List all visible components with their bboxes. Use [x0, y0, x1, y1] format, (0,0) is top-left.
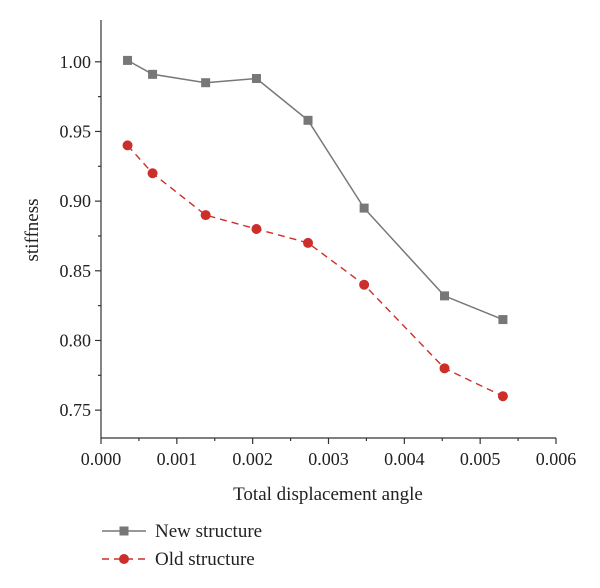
data-point-old-structure: [359, 279, 370, 290]
data-point-old-structure: [251, 224, 262, 234]
data-point-old-structure: [303, 237, 314, 248]
y-tick-label: 0.95: [60, 121, 92, 141]
data-point-old-structure: [497, 391, 508, 402]
y-axis-ticks: 0.75 0.80 0.85 0.90 0.95 1.00: [60, 52, 101, 420]
legend: New structure Old structure: [102, 521, 262, 570]
legend-label-new-structure: New structure: [155, 521, 262, 542]
x-tick-label: 0.000: [81, 449, 122, 469]
x-axis-title: Total displacement angle: [233, 484, 423, 505]
data-point-old-structure: [147, 168, 158, 179]
y-tick-label: 0.90: [60, 191, 92, 211]
x-axis-ticks: 0.000 0.001 0.002 0.003 0.004 0.005 0.006: [81, 438, 577, 469]
data-point-new-structure: [303, 115, 313, 125]
series-old-structure: [122, 140, 508, 402]
data-point-new-structure: [148, 69, 158, 79]
legend-marker-old-structure: [119, 554, 129, 564]
legend-label-old-structure: Old structure: [155, 549, 255, 570]
y-tick-label: 1.00: [60, 52, 92, 72]
data-point-new-structure: [498, 315, 508, 325]
legend-item-old-structure: Old structure: [102, 549, 255, 570]
x-tick-label: 0.003: [308, 449, 349, 469]
x-tick-label: 0.004: [384, 449, 425, 469]
data-point-new-structure: [251, 74, 261, 84]
legend-marker-new-structure: [119, 526, 129, 536]
series-layer: [122, 55, 508, 402]
x-tick-label: 0.001: [157, 449, 198, 469]
data-point-old-structure: [200, 210, 211, 221]
data-point-new-structure: [359, 203, 369, 213]
data-point-new-structure: [123, 55, 133, 65]
x-tick-label: 0.006: [536, 449, 577, 469]
y-tick-label: 0.85: [60, 261, 92, 281]
series-line-old-structure: [126, 144, 504, 397]
series-new-structure: [123, 55, 508, 325]
series-line-new-structure: [127, 59, 504, 321]
x-tick-label: 0.002: [232, 449, 273, 469]
y-tick-label: 0.75: [60, 400, 92, 420]
data-point-new-structure: [201, 78, 211, 88]
x-tick-label: 0.005: [460, 449, 501, 469]
data-point-new-structure: [440, 291, 450, 301]
y-tick-label: 0.80: [60, 330, 92, 350]
data-point-old-structure: [439, 363, 450, 374]
axes: [100, 20, 556, 439]
legend-item-new-structure: New structure: [102, 521, 262, 542]
y-axis-title: stiffness: [22, 199, 43, 262]
data-point-old-structure: [122, 140, 133, 151]
